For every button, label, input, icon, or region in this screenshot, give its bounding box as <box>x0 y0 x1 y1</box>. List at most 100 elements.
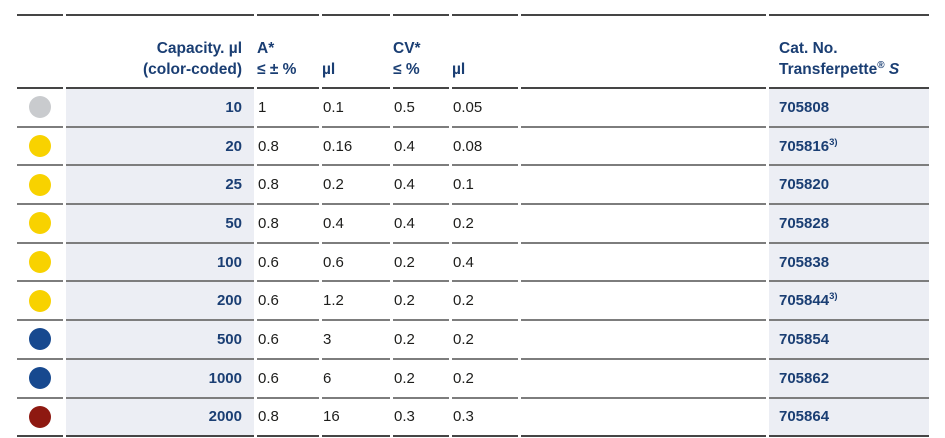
catalog-number: 705820 <box>779 176 830 194</box>
cv-unit-column-header: µl <box>452 14 518 89</box>
catalog-number-cell: 7058163) <box>769 127 929 167</box>
catalog-number: 705838 <box>779 253 830 271</box>
catalog-number-cell: 705808 <box>769 89 929 128</box>
yellow-color-code-dot <box>29 135 51 158</box>
capacity-cell: 20 <box>66 127 254 167</box>
capacity-cell: 100 <box>66 243 254 283</box>
accuracy-ul-cell: 0.6 <box>322 244 390 283</box>
spacer-cell <box>521 205 766 244</box>
cv-ul-cell: 0.08 <box>452 128 518 167</box>
accuracy-column-header: A* ≤ ± % <box>257 14 319 89</box>
catalog-number-cell: 7058443) <box>769 282 929 322</box>
cat-no-header-line1: Cat. No. <box>779 40 838 57</box>
catalog-number-cell: 705820 <box>769 166 929 206</box>
cv-ul-cell: 0.2 <box>452 282 518 322</box>
accuracy-header-title: A* <box>257 40 275 57</box>
cv-ul-cell: 0.4 <box>452 244 518 283</box>
cv-header-title: CV* <box>393 40 421 57</box>
spacer-cell <box>521 166 766 206</box>
table-row: 2000 0.8 16 0.3 0.3 705864 <box>17 398 929 438</box>
brand-name: Transferpette <box>779 61 878 78</box>
catalog-number: 705854 <box>779 330 830 348</box>
capacity-cell: 10 <box>66 89 254 128</box>
capacity-cell: 50 <box>66 205 254 244</box>
catalog-number-cell: 705828 <box>769 205 929 244</box>
cv-unit-label: µl <box>452 61 466 78</box>
cv-ul-cell: 0.2 <box>452 205 518 244</box>
color-code-cell <box>17 128 63 167</box>
table-body: 10 1 0.1 0.5 0.05 705808 20 0.8 0.16 0.4… <box>17 89 929 438</box>
accuracy-ul-cell: 1.2 <box>322 282 390 322</box>
catalog-number: 705808 <box>779 98 830 116</box>
table-row: 50 0.8 0.4 0.4 0.2 705828 <box>17 205 929 244</box>
color-code-cell <box>17 399 63 438</box>
spacer-cell <box>521 321 766 360</box>
cv-ul-cell: 0.2 <box>452 360 518 399</box>
table-row: 10 1 0.1 0.5 0.05 705808 <box>17 89 929 128</box>
accuracy-percent-cell: 0.8 <box>257 128 319 167</box>
capacity-cell: 2000 <box>66 398 254 438</box>
capacity-column-header: Capacity. µl (color-coded) <box>66 14 254 89</box>
cv-ul-cell: 0.3 <box>452 399 518 438</box>
yellow-color-code-dot <box>29 173 51 196</box>
capacity-cell: 1000 <box>66 359 254 399</box>
cv-ul-cell: 0.1 <box>452 166 518 206</box>
color-code-cell <box>17 244 63 283</box>
cv-column-header: CV* ≤ % <box>393 14 449 89</box>
catalog-number: 705816 <box>779 137 830 155</box>
catalog-number-cell: 705838 <box>769 243 929 283</box>
accuracy-ul-cell: 3 <box>322 321 390 360</box>
capacity-header-line2: (color-coded) <box>142 61 242 78</box>
footnote-marker: 3) <box>829 291 838 303</box>
catalog-number: 705828 <box>779 214 830 232</box>
cv-percent-cell: 0.2 <box>393 321 449 360</box>
cat-no-header-line2: Transferpette® S <box>779 59 929 80</box>
catalog-number: 705864 <box>779 408 830 426</box>
accuracy-percent-cell: 0.6 <box>257 321 319 360</box>
catalog-number-cell: 705854 <box>769 321 929 360</box>
color-code-cell <box>17 166 63 206</box>
blue-color-code-dot <box>29 367 51 390</box>
table-row: 20 0.8 0.16 0.4 0.08 7058163) <box>17 127 929 167</box>
color-code-cell <box>17 321 63 360</box>
footnote-marker: 3) <box>829 136 838 148</box>
catalog-number-column-header: Cat. No. Transferpette® S <box>769 14 929 89</box>
accuracy-ul-cell: 0.1 <box>322 89 390 128</box>
color-code-cell <box>17 89 63 128</box>
catalog-number: 705844 <box>779 292 830 310</box>
color-code-cell <box>17 282 63 322</box>
capacity-cell: 25 <box>66 166 254 206</box>
yellow-color-code-dot <box>29 212 51 235</box>
spacer-cell <box>521 89 766 128</box>
table-row: 25 0.8 0.2 0.4 0.1 705820 <box>17 166 929 206</box>
blue-color-code-dot <box>29 328 51 351</box>
cv-ul-cell: 0.2 <box>452 321 518 360</box>
accuracy-ul-cell: 16 <box>322 399 390 438</box>
header-row: Capacity. µl (color-coded) A* ≤ ± % µl C… <box>17 14 929 89</box>
capacity-cell: 500 <box>66 321 254 360</box>
accuracy-percent-cell: 0.8 <box>257 399 319 438</box>
catalog-number-cell: 705862 <box>769 359 929 399</box>
spacer-column-header <box>521 14 766 89</box>
table-row: 1000 0.6 6 0.2 0.2 705862 <box>17 359 929 399</box>
capacity-cell: 200 <box>66 282 254 322</box>
catalog-number: 705862 <box>779 369 830 387</box>
cv-ul-cell: 0.05 <box>452 89 518 128</box>
accuracy-percent-cell: 1 <box>257 89 319 128</box>
cv-percent-cell: 0.3 <box>393 399 449 438</box>
yellow-color-code-dot <box>29 289 51 312</box>
spacer-cell <box>521 282 766 322</box>
model-letter: S <box>888 61 900 78</box>
spacer-cell <box>521 244 766 283</box>
accuracy-ul-cell: 0.16 <box>322 128 390 167</box>
registered-trademark-symbol: ® <box>877 59 885 71</box>
catalog-number-cell: 705864 <box>769 398 929 438</box>
table-row: 500 0.6 3 0.2 0.2 705854 <box>17 321 929 360</box>
cv-percent-cell: 0.4 <box>393 166 449 206</box>
capacity-header-line1: Capacity. µl <box>156 40 242 57</box>
color-code-column-header <box>17 14 63 89</box>
table-row: 100 0.6 0.6 0.2 0.4 705838 <box>17 243 929 283</box>
table-row: 200 0.6 1.2 0.2 0.2 7058443) <box>17 282 929 322</box>
yellow-color-code-dot <box>29 251 51 274</box>
